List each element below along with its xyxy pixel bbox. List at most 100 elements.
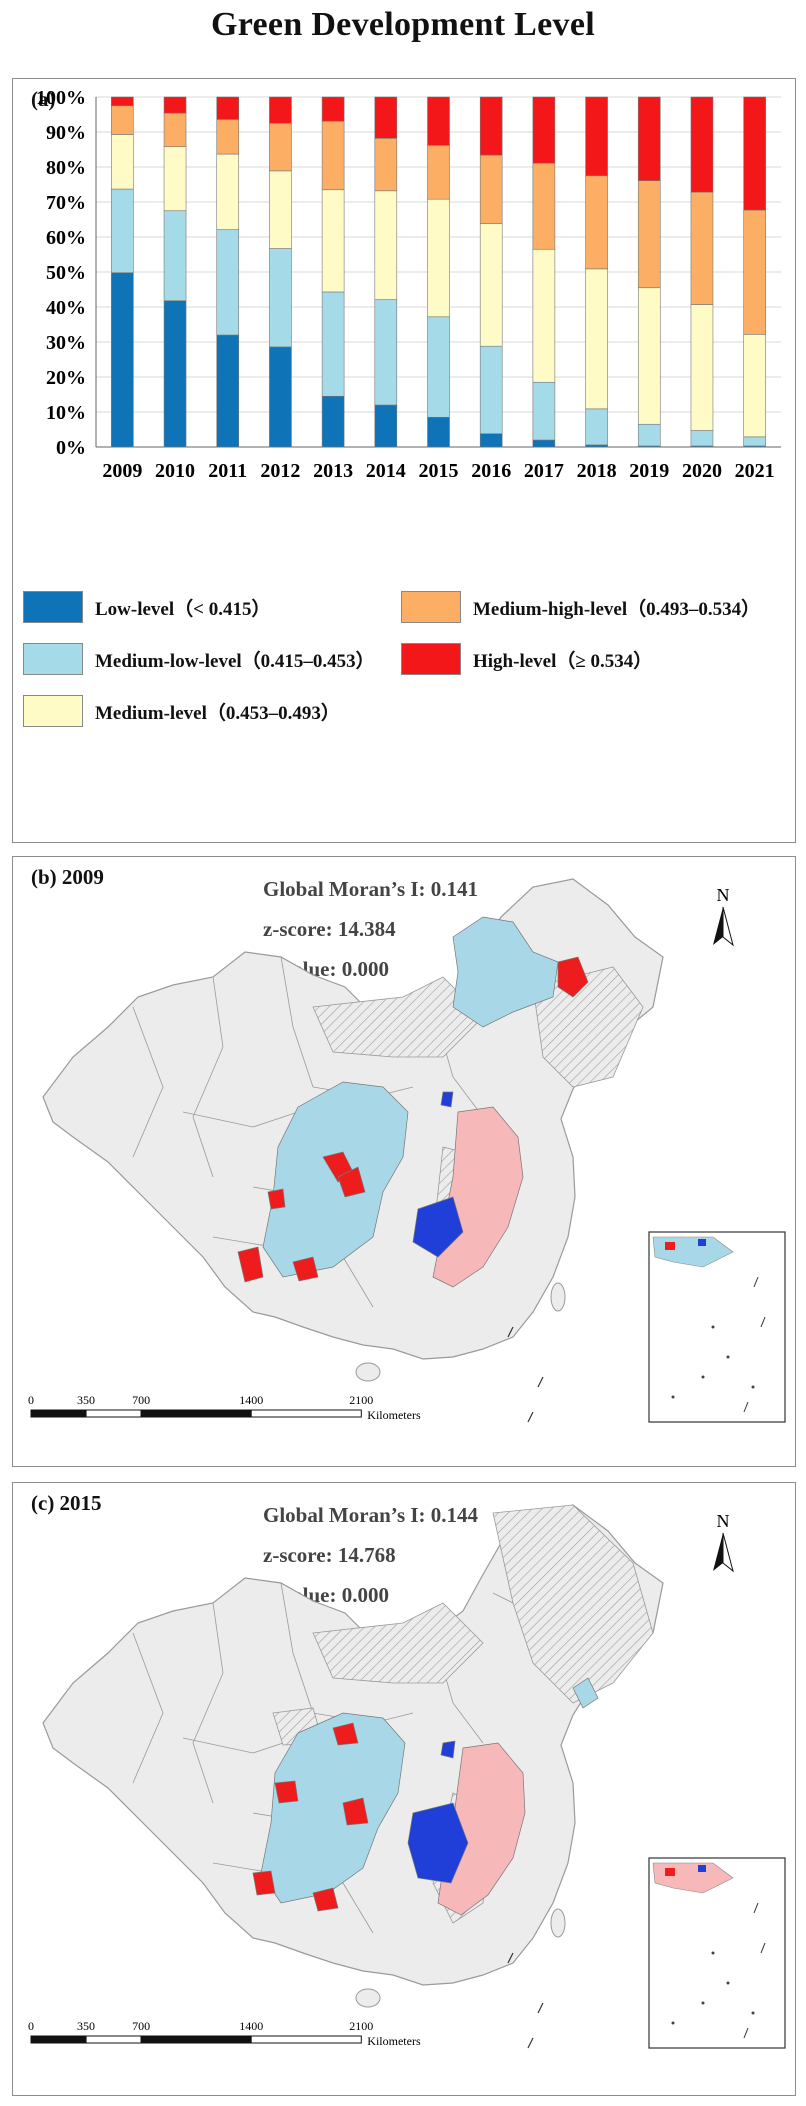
- hot-spot: [312, 1887, 339, 1912]
- hainan-island: [355, 1362, 381, 1382]
- legend-item: Medium-level（0.453–0.493）: [23, 695, 340, 727]
- scale-tick-label: 350: [77, 2019, 95, 2033]
- y-tick-label: 90%: [46, 122, 86, 144]
- hot-spot: [557, 956, 589, 998]
- bar-segment: [269, 170, 292, 249]
- hainan-island: [355, 1988, 381, 2008]
- x-tick-label: 2017: [524, 460, 564, 482]
- bar-segment: [479, 433, 503, 448]
- scale-unit-label: Kilometers: [367, 1408, 421, 1422]
- bar-segment: [374, 404, 398, 448]
- x-tick-label: 2014: [366, 460, 406, 482]
- bar-segment: [637, 423, 661, 447]
- bar-segment: [216, 96, 240, 120]
- legend-swatch: [23, 695, 83, 727]
- bar-segment: [532, 96, 556, 164]
- z-score-2009: z-score: 14.384: [263, 917, 396, 941]
- boundary-dash: [527, 1411, 534, 1423]
- figure-title: Green Development Level: [211, 6, 595, 43]
- scale-tick-label: 1400: [239, 2019, 263, 2033]
- hot-spot: [237, 1246, 264, 1283]
- legend-swatch: [23, 591, 83, 623]
- boundary-dash: [507, 1952, 514, 1964]
- bar-segment: [163, 96, 187, 114]
- low-high-cluster: [260, 1712, 406, 1904]
- y-tick-label: 80%: [46, 157, 86, 179]
- scale-tick-label: 0: [28, 2019, 34, 2033]
- bar-segment: [690, 304, 714, 431]
- map-panel-2009: (b) 2009 Global Moran’s I: 0.141 z-score…: [12, 856, 796, 1467]
- x-tick-label: 2015: [419, 460, 459, 482]
- scale-tick-label: 1400: [239, 1393, 263, 1407]
- legend-item: Medium-high-level（0.493–0.534）: [401, 591, 760, 623]
- legend-swatch: [401, 643, 461, 675]
- y-tick-label: 60%: [46, 227, 86, 249]
- bar-segment: [216, 229, 240, 336]
- bar-segment: [374, 299, 398, 406]
- y-tick-label: 10%: [46, 402, 86, 424]
- bar-segment: [427, 316, 450, 418]
- hot-spot: [342, 1797, 369, 1826]
- hatched-region: [532, 966, 644, 1088]
- x-tick-label: 2013: [313, 460, 353, 482]
- scale-tick-label: 0: [28, 1393, 34, 1407]
- y-tick-label: 30%: [46, 332, 86, 354]
- bar-segment: [216, 153, 240, 230]
- province-boundary: [192, 1602, 224, 1804]
- bar-segment: [216, 119, 240, 155]
- y-tick-label: 100%: [36, 87, 86, 109]
- legend-label: Low-level（< 0.415）: [95, 598, 271, 620]
- legend-item: High-level（≥ 0.534）: [401, 643, 652, 675]
- province-boundary: [280, 956, 314, 1088]
- scale-bar: [30, 1409, 362, 1418]
- bar-segment: [532, 439, 556, 448]
- bar-segment: [743, 209, 766, 335]
- x-tick-label: 2011: [208, 460, 247, 482]
- stacked-bar-chart: 0% 10% 20% 30% 40% 50% 60% 70% 80% 90% 100% 2009 201…: [36, 87, 781, 482]
- y-tick-label: 20%: [46, 367, 86, 389]
- bar-segment: [585, 408, 608, 446]
- bar-segment: [479, 96, 503, 156]
- bar-segment: [321, 395, 345, 448]
- taiwan-island: [550, 1282, 566, 1312]
- low-high-cluster: [572, 1677, 599, 1709]
- bar-segment: [637, 287, 661, 425]
- legend-item: Medium-low-level（0.415–0.453）: [23, 643, 375, 675]
- province-boundary: [132, 1632, 164, 1784]
- scale-tick-label: 2100: [349, 2019, 373, 2033]
- bar-segment: [269, 122, 292, 172]
- bar-segment: [585, 268, 608, 410]
- map-panel-2015: (c) 2015 Global Moran’s I: 0.144 z-score…: [12, 1482, 796, 2096]
- panel-label-c: (c) 2015: [31, 1491, 102, 1515]
- legend-label: Medium-high-level（0.493–0.534）: [473, 598, 761, 620]
- bar-segment: [163, 146, 187, 212]
- bar-segment: [690, 96, 714, 193]
- scale-tick-label: 350: [77, 1393, 95, 1407]
- hot-spot: [267, 1188, 286, 1210]
- bar-segment: [479, 345, 503, 435]
- bar-segment: [111, 272, 134, 448]
- x-tick-label: 2018: [577, 460, 617, 482]
- bar-segment: [374, 96, 398, 139]
- hot-spot: [332, 1722, 359, 1746]
- bar-segment: [743, 436, 766, 447]
- bar-segment: [427, 145, 450, 200]
- bar-segment: [163, 210, 187, 301]
- y-tick-label: 40%: [46, 297, 86, 319]
- x-tick-label: 2012: [260, 460, 300, 482]
- bar-segment: [111, 134, 134, 190]
- bar-segment: [585, 96, 608, 177]
- scale-tick-label: 2100: [349, 1393, 373, 1407]
- bar-segment: [427, 96, 450, 146]
- legend-label: Medium-low-level（0.415–0.453）: [95, 650, 375, 672]
- bar-segment: [111, 96, 134, 107]
- bar-segment: [743, 334, 766, 438]
- bar-segment: [585, 444, 608, 448]
- north-label: N: [717, 885, 730, 905]
- hatched-region: [312, 1602, 484, 1684]
- south-china-sea-inset: [648, 1857, 786, 2049]
- legend-swatch: [23, 643, 83, 675]
- bar-segment: [163, 112, 187, 147]
